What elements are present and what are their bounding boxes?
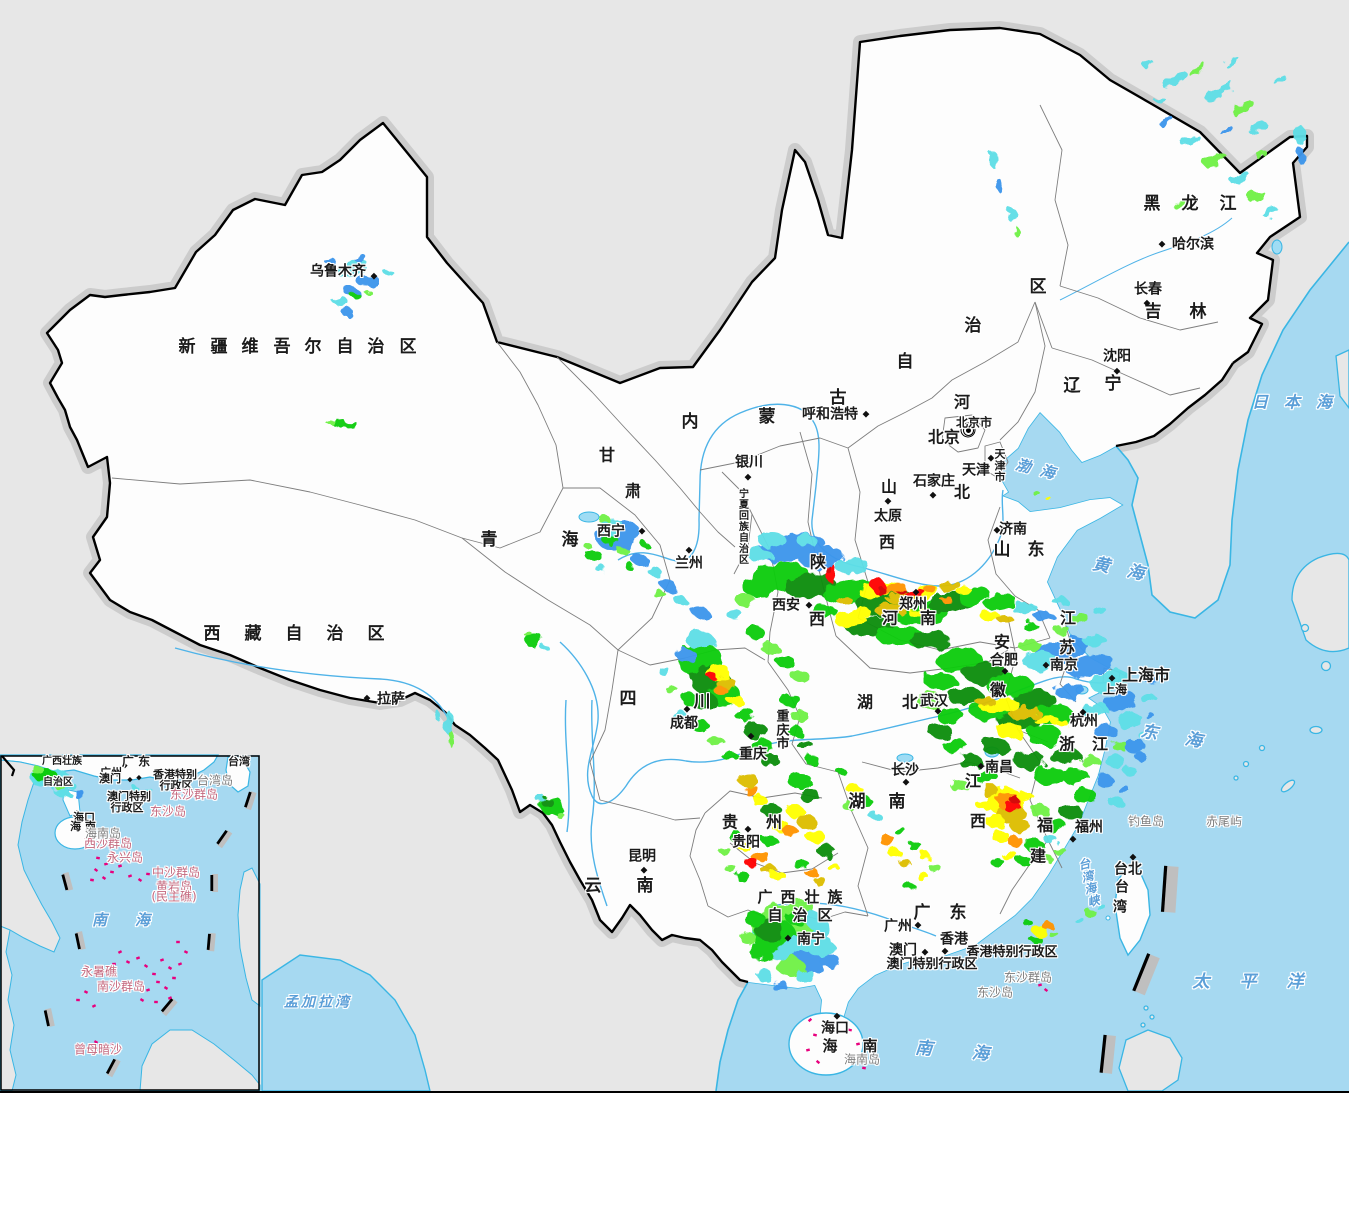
dash-segment <box>74 931 86 951</box>
dash-segment <box>1132 953 1160 996</box>
dash-segment <box>61 872 74 891</box>
legend-panel: 全国雷达拼图 [2026-04-21 02:48:00] [ 组合反射率 ] 5… <box>0 1093 1349 1208</box>
dash-segment <box>105 1058 121 1078</box>
east-seas <box>716 242 1349 1091</box>
taiwan-hainan-islands <box>788 865 1151 1076</box>
dash-segment <box>244 791 257 811</box>
dash-segment <box>160 998 178 1017</box>
dash-segment <box>1099 1034 1116 1074</box>
dash-segment <box>1160 865 1179 913</box>
nine-dash-line-inset <box>43 791 257 1078</box>
china-radar-map <box>0 0 1349 1091</box>
bay-of-bengal <box>261 954 431 1091</box>
dash-segment <box>43 1008 55 1028</box>
national-border <box>45 26 1309 984</box>
japan-islands <box>1233 349 1349 793</box>
dash-segment <box>206 932 216 952</box>
korea-border <box>1115 362 1235 448</box>
dash-segment <box>210 874 218 892</box>
island-dots <box>76 856 1049 1070</box>
radar-echo-inset <box>30 766 154 799</box>
china-map-frame: 黑龙江吉林辽宁内蒙古自治区新疆维吾尔自治区西藏自治区青海甘肃宁夏回族自治区陕西山… <box>0 0 1349 1093</box>
south-china-sea-inset <box>0 754 1049 1091</box>
luzon-island <box>1118 1005 1183 1091</box>
dash-segment <box>216 829 233 849</box>
radar-echo-layer <box>325 57 1305 992</box>
nine-dash-line-main <box>1099 865 1179 1074</box>
